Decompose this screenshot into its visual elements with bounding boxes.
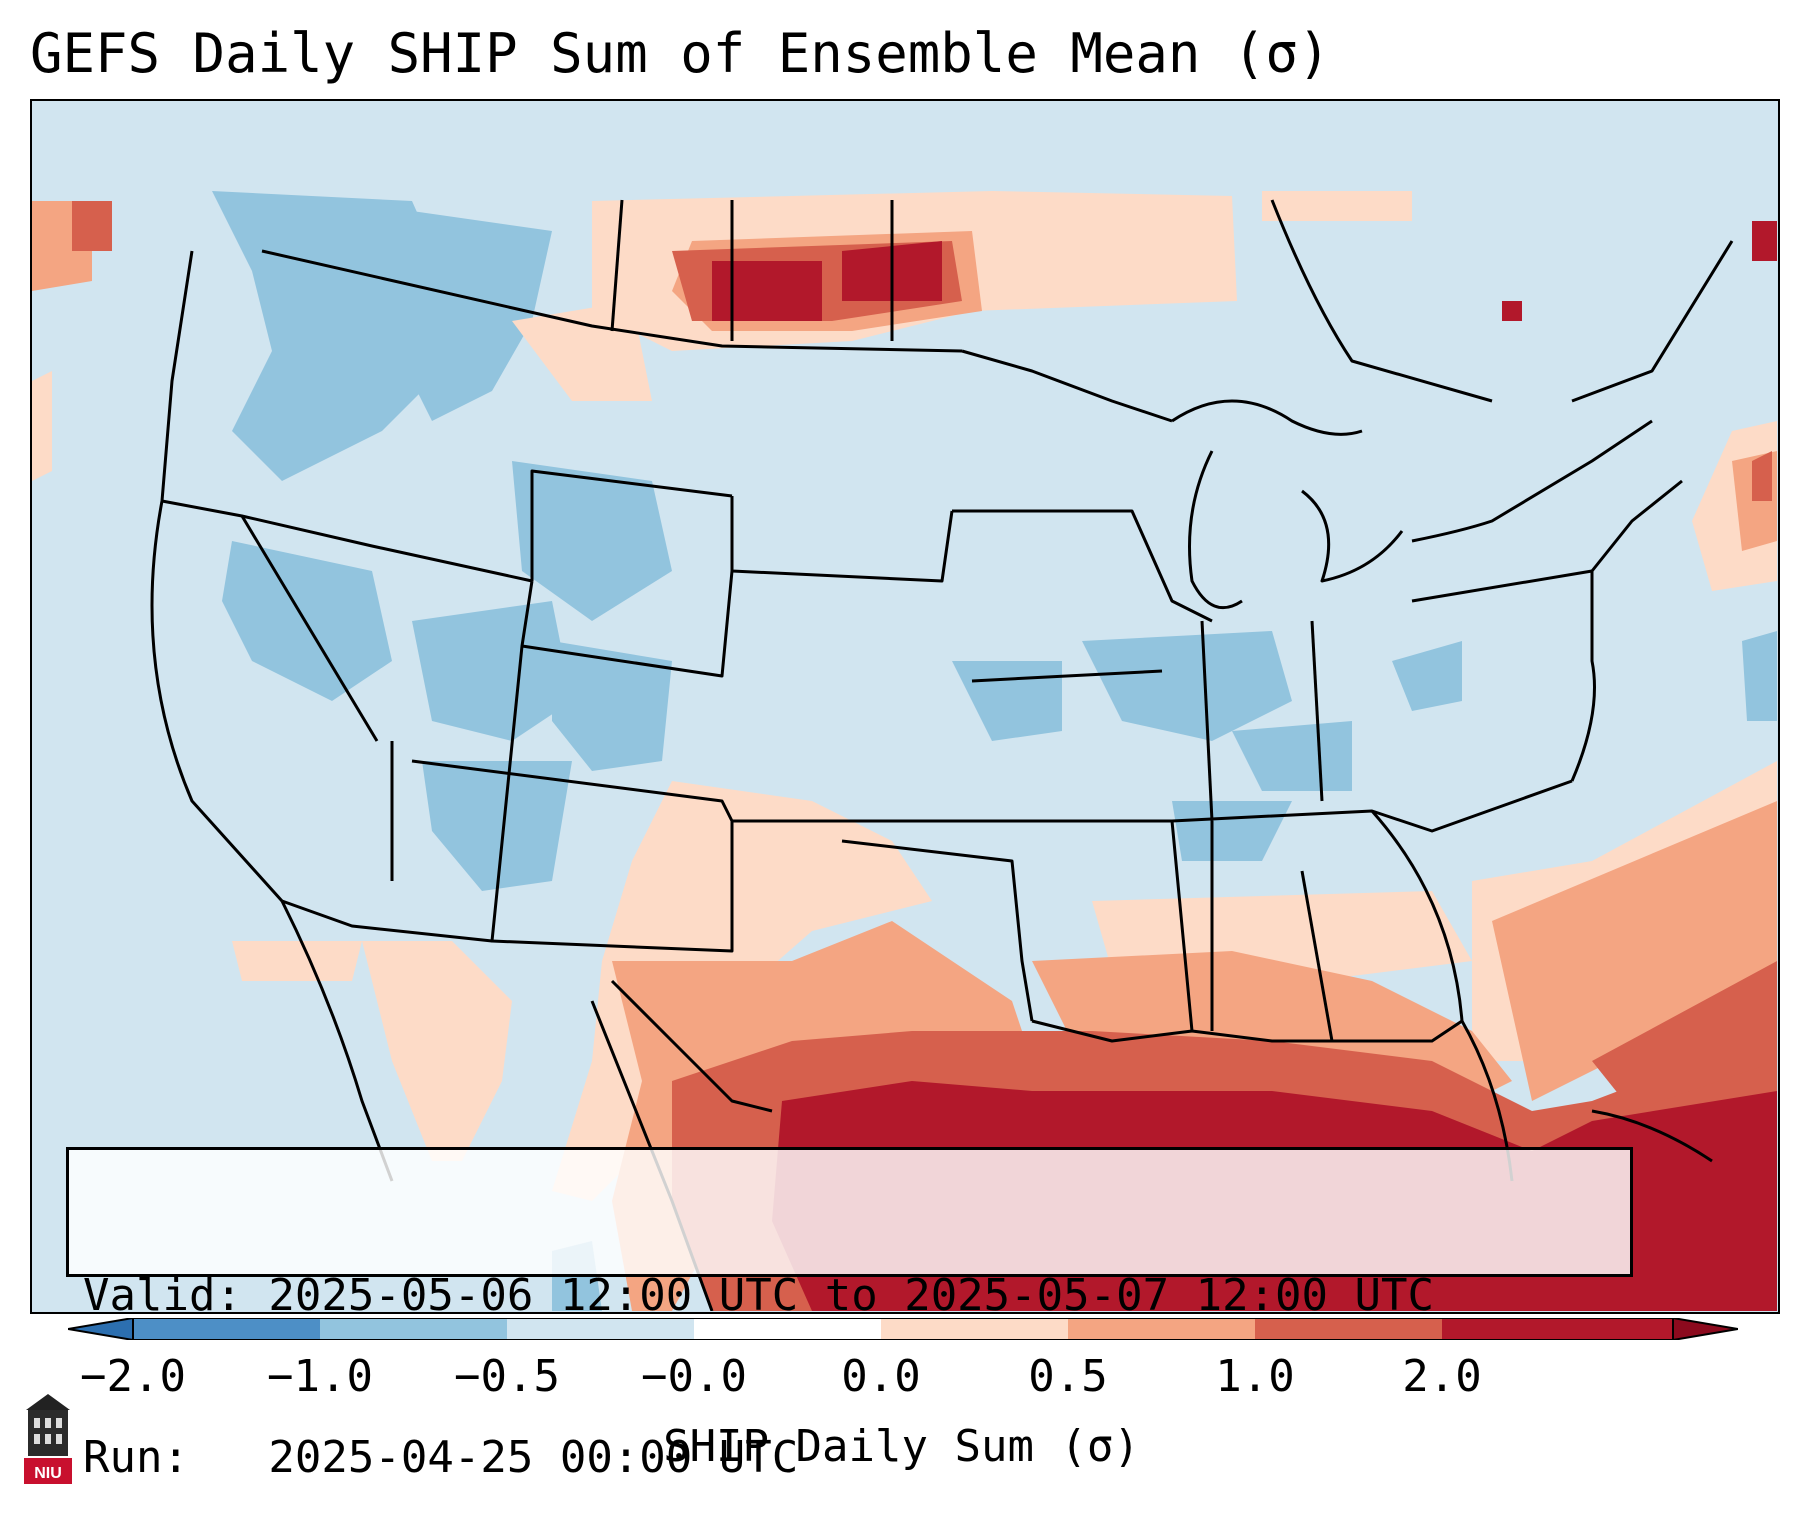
pa-line (1411, 569, 1593, 603)
tennessee-nc-line (1171, 779, 1573, 833)
negative-anomaly-patches (212, 191, 1777, 1311)
bc-alberta (610, 199, 624, 332)
valid-time-text: Valid: 2025-05-06 12:00 UTC to 2025-05-0… (83, 1270, 1435, 1321)
colorbar-segment-2 (320, 1318, 507, 1340)
us-canada-border-lakes (961, 349, 1173, 423)
colorbar-tick-label: −0.0 (641, 1351, 747, 1402)
colorbar-segment-1 (133, 1318, 320, 1340)
in-oh-line (1310, 620, 1324, 802)
southern-plains-line (411, 759, 1012, 823)
ia-il-line (952, 509, 1213, 623)
colorbar-outline (132, 1318, 1674, 1340)
map-title: GEFS Daily SHIP Sum of Ensemble Mean (σ) (30, 22, 1331, 85)
hudson-quebec (1270, 199, 1493, 403)
colorbar-extend-high (1672, 1318, 1738, 1340)
or-ca-nv-id-line (161, 499, 533, 583)
colorbar-tick-label: 1.0 (1215, 1351, 1295, 1402)
university-building-icon: NIU (24, 1394, 72, 1484)
baja-coast (280, 900, 394, 1182)
run-time-text: Run: 2025-04-25 00:00 UTC (83, 1432, 799, 1483)
gulf-coast (1031, 1019, 1463, 1043)
logo-text: NIU (34, 1465, 62, 1482)
nm-border (490, 645, 734, 953)
colorbar-segment-7 (1255, 1318, 1442, 1340)
colorbar-axis-label: SHIP Daily Sum (σ) (663, 1421, 1140, 1472)
atlantic-coast-north (1570, 479, 1683, 782)
great-lakes-east (1411, 419, 1653, 543)
us-mexico-border-west (281, 899, 493, 943)
colorbar-segment-8 (1442, 1318, 1673, 1340)
lake-huron-shore (1301, 489, 1404, 583)
texas-border (841, 839, 1034, 1022)
valid-run-info-box: Valid: 2025-05-06 12:00 UTC to 2025-05-0… (66, 1147, 1633, 1483)
bahamas (1591, 1109, 1713, 1163)
map-panel (30, 99, 1780, 1314)
colorbar-tick-labels: −2.0 −1.0 −0.5 −0.0 0.0 0.5 1.0 2.0 (0, 1352, 1803, 1402)
il-in-line (1200, 620, 1214, 822)
colorbar-segment-5 (881, 1318, 1068, 1340)
colorbar-tick-label: −0.5 (454, 1351, 560, 1402)
colorbar-segment-4 (694, 1318, 881, 1340)
atlantic-coast-south (1370, 810, 1464, 1022)
ship-field-map (32, 101, 1777, 1311)
colorbar (68, 1318, 1738, 1340)
al-ga-line (1300, 870, 1334, 1042)
colorbar-tick-label: −2.0 (80, 1351, 186, 1402)
rio-grande (610, 979, 773, 1113)
ca-nv-diagonal (240, 515, 379, 742)
colorbar-tick-label: 2.0 (1402, 1351, 1482, 1402)
boundaries (150, 199, 1734, 1311)
lake-michigan-shore (1188, 450, 1243, 610)
colorbar-segment-3 (507, 1318, 694, 1340)
wy-border (530, 469, 733, 581)
sd-ne-border (730, 496, 954, 583)
canada-maritime-coast (1571, 240, 1734, 403)
colorbar-segment-6 (1068, 1318, 1255, 1340)
colorbar-tick-label: 0.0 (841, 1351, 921, 1402)
ks-mo-line (971, 669, 1163, 683)
co-wy-line (520, 570, 734, 678)
us-canada-border-west (261, 249, 963, 353)
colorbar-tick-label: −1.0 (267, 1351, 373, 1402)
colorbar-tick-label: 0.5 (1028, 1351, 1108, 1402)
colorbar-extend-low (68, 1318, 134, 1340)
oregon-washington-coast (160, 250, 194, 502)
california-coast (150, 500, 284, 903)
lake-superior-shore (1171, 399, 1363, 436)
